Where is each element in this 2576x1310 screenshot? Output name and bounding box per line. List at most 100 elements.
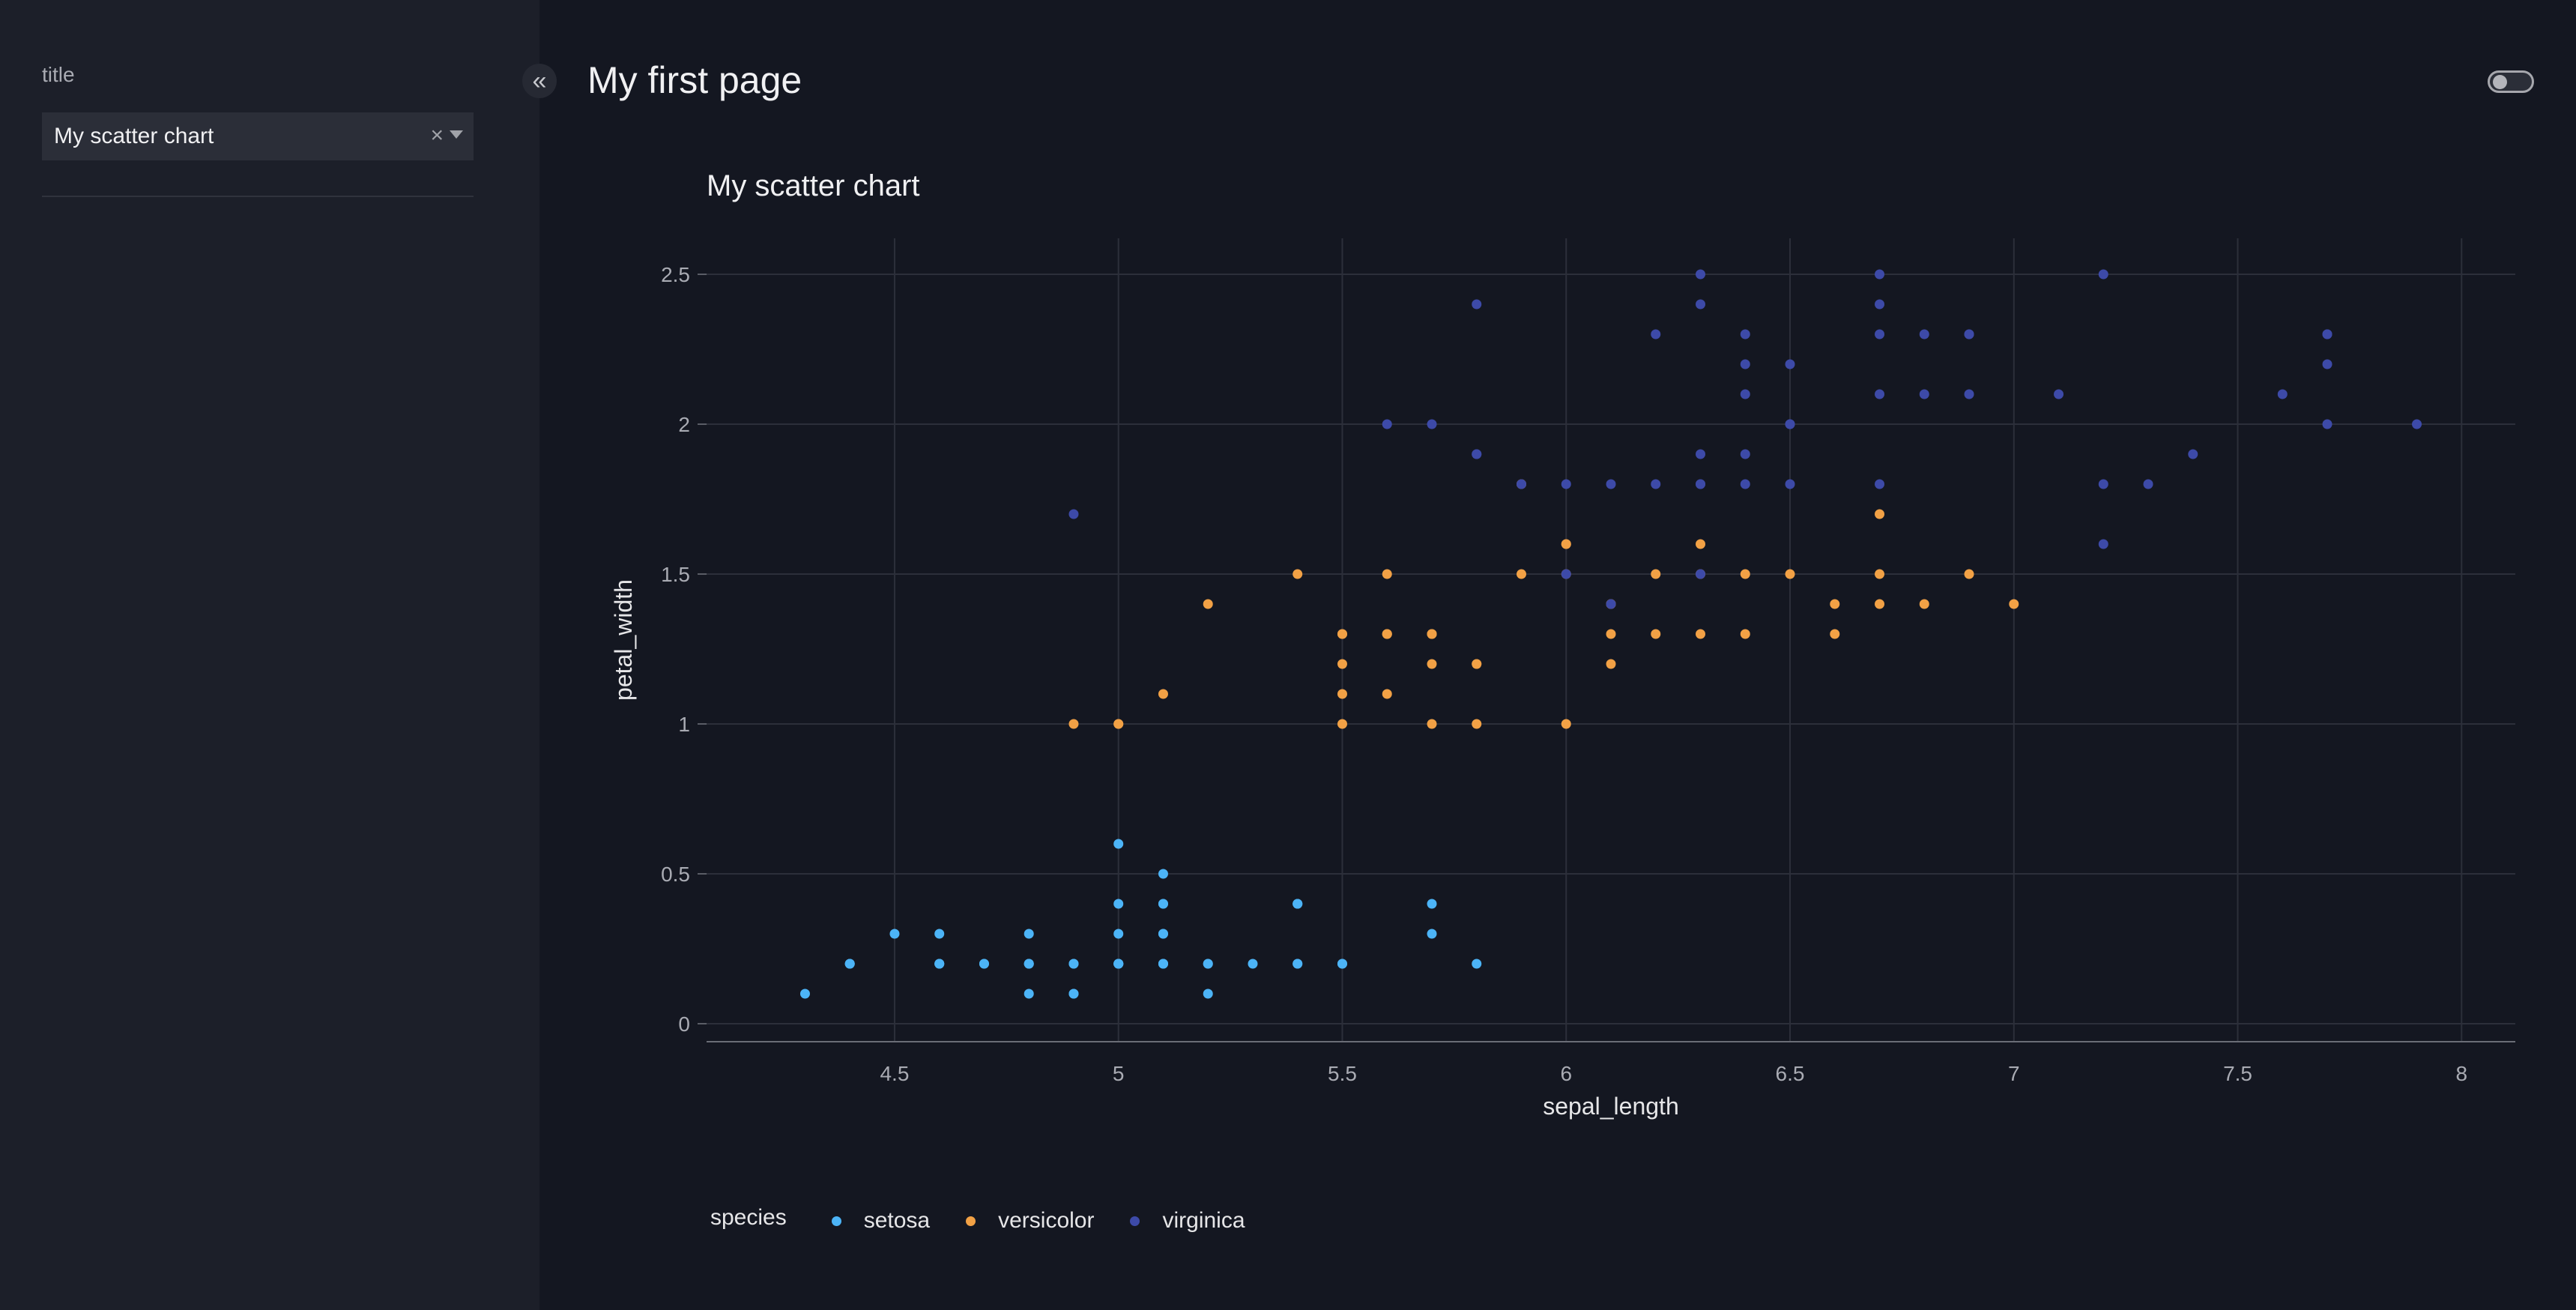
- data-point-versicolor[interactable]: [1875, 569, 1885, 579]
- data-point-versicolor[interactable]: [1696, 629, 1706, 639]
- data-point-virginica[interactable]: [2412, 419, 2422, 429]
- data-point-virginica[interactable]: [1785, 479, 1795, 489]
- data-point-versicolor[interactable]: [1337, 719, 1347, 729]
- clear-icon[interactable]: ×: [430, 123, 444, 148]
- data-point-virginica[interactable]: [1696, 269, 1706, 280]
- data-point-virginica[interactable]: [1696, 569, 1706, 579]
- data-point-versicolor[interactable]: [1785, 569, 1795, 579]
- data-point-versicolor[interactable]: [1740, 569, 1750, 579]
- data-point-virginica[interactable]: [1472, 299, 1482, 310]
- theme-toggle[interactable]: [2488, 70, 2534, 93]
- data-point-versicolor[interactable]: [1337, 659, 1347, 669]
- data-point-setosa[interactable]: [1292, 959, 1303, 969]
- data-point-virginica[interactable]: [1382, 419, 1392, 429]
- data-point-versicolor[interactable]: [1875, 599, 1885, 609]
- data-point-virginica[interactable]: [1561, 479, 1571, 489]
- data-point-setosa[interactable]: [1337, 959, 1347, 969]
- data-point-versicolor[interactable]: [1292, 569, 1303, 579]
- data-point-versicolor[interactable]: [1203, 599, 1213, 609]
- data-point-versicolor[interactable]: [1068, 719, 1079, 729]
- data-point-versicolor[interactable]: [1382, 569, 1392, 579]
- data-point-versicolor[interactable]: [1606, 659, 1616, 669]
- data-point-virginica[interactable]: [1964, 329, 1974, 339]
- data-point-virginica[interactable]: [1875, 389, 1885, 399]
- data-point-setosa[interactable]: [1068, 959, 1079, 969]
- data-point-setosa[interactable]: [844, 959, 855, 969]
- data-point-virginica[interactable]: [1068, 509, 1079, 519]
- data-point-versicolor[interactable]: [1561, 539, 1571, 549]
- data-point-virginica[interactable]: [1919, 329, 1929, 339]
- data-point-virginica[interactable]: [1651, 329, 1661, 339]
- data-point-virginica[interactable]: [2322, 359, 2332, 369]
- data-point-setosa[interactable]: [1113, 899, 1124, 909]
- data-point-virginica[interactable]: [1606, 479, 1616, 489]
- data-point-versicolor[interactable]: [1158, 689, 1168, 699]
- data-point-virginica[interactable]: [2054, 389, 2064, 399]
- data-point-virginica[interactable]: [1740, 329, 1750, 339]
- data-point-virginica[interactable]: [2277, 389, 2288, 399]
- data-point-versicolor[interactable]: [1382, 629, 1392, 639]
- data-point-virginica[interactable]: [1472, 449, 1482, 459]
- data-point-setosa[interactable]: [1427, 929, 1437, 939]
- data-point-versicolor[interactable]: [1964, 569, 1974, 579]
- data-point-virginica[interactable]: [2322, 329, 2332, 339]
- data-point-setosa[interactable]: [1113, 839, 1124, 849]
- data-point-virginica[interactable]: [2098, 269, 2108, 280]
- data-point-setosa[interactable]: [1472, 959, 1482, 969]
- data-point-virginica[interactable]: [1785, 419, 1795, 429]
- data-point-versicolor[interactable]: [1427, 659, 1437, 669]
- legend-item-versicolor[interactable]: versicolor: [966, 1208, 1094, 1234]
- data-point-setosa[interactable]: [1113, 959, 1124, 969]
- data-point-versicolor[interactable]: [1561, 719, 1571, 729]
- data-point-setosa[interactable]: [1158, 929, 1168, 939]
- data-point-virginica[interactable]: [1427, 419, 1437, 429]
- data-point-virginica[interactable]: [1696, 449, 1706, 459]
- data-point-versicolor[interactable]: [1113, 719, 1124, 729]
- data-point-virginica[interactable]: [1875, 299, 1885, 310]
- data-point-setosa[interactable]: [1068, 988, 1079, 999]
- data-point-virginica[interactable]: [1696, 479, 1706, 489]
- data-point-virginica[interactable]: [1740, 479, 1750, 489]
- data-point-setosa[interactable]: [1203, 959, 1213, 969]
- data-point-virginica[interactable]: [1696, 299, 1706, 310]
- data-point-setosa[interactable]: [799, 988, 810, 999]
- data-point-virginica[interactable]: [1875, 269, 1885, 280]
- data-point-virginica[interactable]: [2098, 479, 2108, 489]
- data-point-setosa[interactable]: [1158, 899, 1168, 909]
- data-point-setosa[interactable]: [1113, 929, 1124, 939]
- data-point-virginica[interactable]: [2098, 539, 2108, 549]
- data-point-setosa[interactable]: [1248, 959, 1258, 969]
- data-point-setosa[interactable]: [1024, 959, 1034, 969]
- data-point-setosa[interactable]: [1292, 899, 1303, 909]
- data-point-versicolor[interactable]: [1651, 569, 1661, 579]
- data-point-versicolor[interactable]: [1830, 599, 1840, 609]
- data-point-virginica[interactable]: [2188, 449, 2198, 459]
- data-point-virginica[interactable]: [2143, 479, 2153, 489]
- data-point-virginica[interactable]: [1785, 359, 1795, 369]
- data-point-setosa[interactable]: [1158, 959, 1168, 969]
- legend-item-virginica[interactable]: virginica: [1130, 1208, 1245, 1234]
- title-select[interactable]: My scatter chart ×: [42, 112, 474, 160]
- chevron-down-icon[interactable]: [450, 130, 463, 139]
- data-point-virginica[interactable]: [1740, 389, 1750, 399]
- legend-item-setosa[interactable]: setosa: [831, 1208, 930, 1234]
- data-point-setosa[interactable]: [979, 959, 989, 969]
- data-point-versicolor[interactable]: [1740, 629, 1750, 639]
- data-point-virginica[interactable]: [1919, 389, 1929, 399]
- data-point-setosa[interactable]: [934, 929, 945, 939]
- data-point-versicolor[interactable]: [1472, 659, 1482, 669]
- data-point-versicolor[interactable]: [1830, 629, 1840, 639]
- data-point-versicolor[interactable]: [1651, 629, 1661, 639]
- data-point-versicolor[interactable]: [1919, 599, 1929, 609]
- data-point-virginica[interactable]: [1875, 329, 1885, 339]
- data-point-versicolor[interactable]: [1337, 689, 1347, 699]
- data-point-setosa[interactable]: [1427, 899, 1437, 909]
- collapse-sidebar-button[interactable]: «: [522, 64, 557, 98]
- data-point-versicolor[interactable]: [1427, 629, 1437, 639]
- data-point-setosa[interactable]: [1024, 929, 1034, 939]
- data-point-versicolor[interactable]: [1382, 689, 1392, 699]
- data-point-virginica[interactable]: [1516, 479, 1526, 489]
- data-point-versicolor[interactable]: [1427, 719, 1437, 729]
- data-point-versicolor[interactable]: [1337, 629, 1347, 639]
